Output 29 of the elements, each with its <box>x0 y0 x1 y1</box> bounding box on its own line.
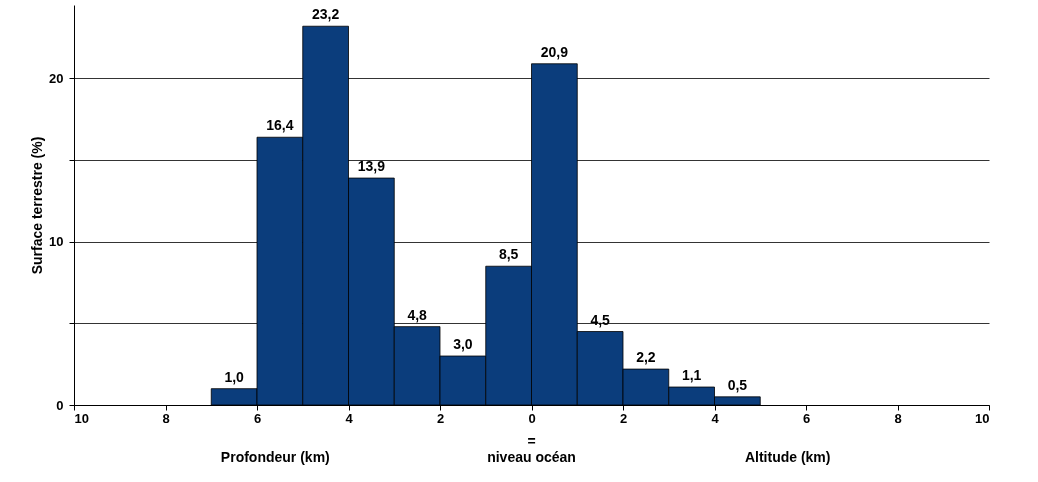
data-label: 1,0 <box>224 368 245 385</box>
text: = niveau océan <box>487 433 576 465</box>
y-tick-label: 0 <box>56 397 64 413</box>
data-label: 2,2 <box>636 349 656 366</box>
x-tick-label: 4 <box>711 410 720 426</box>
text: Profondeur (km) <box>220 449 330 465</box>
text: Altitude (km) <box>744 449 831 465</box>
x-tick-label: 8 <box>162 410 170 426</box>
data-label: 13,9 <box>357 158 386 175</box>
x-tick-label: 4 <box>345 410 354 426</box>
x-tick-label: 6 <box>802 410 811 426</box>
data-label: 4,8 <box>407 306 428 323</box>
data-label: 0,5 <box>727 376 748 393</box>
x-tick-label: 10 <box>74 410 89 426</box>
y-tick-label: 10 <box>49 234 64 250</box>
x-tick-label: 2 <box>436 410 445 426</box>
data-label: 16,4 <box>266 117 294 134</box>
data-label: 23,2 <box>312 6 340 23</box>
x-tick-label: 6 <box>253 410 262 426</box>
data-label: 20,9 <box>540 43 569 60</box>
y-tick-label: 20 <box>49 70 64 86</box>
data-label: 1,1 <box>681 367 702 384</box>
x-tick-label: 2 <box>619 410 628 426</box>
x-tick-label: 10 <box>975 410 990 426</box>
x-tick-label: 8 <box>894 410 902 426</box>
y-axis-title: Surface terrestre (%) <box>29 136 46 275</box>
data-label: 8,5 <box>498 246 519 263</box>
x-tick-label: 0 <box>528 410 536 426</box>
data-label: 3,0 <box>453 336 473 353</box>
